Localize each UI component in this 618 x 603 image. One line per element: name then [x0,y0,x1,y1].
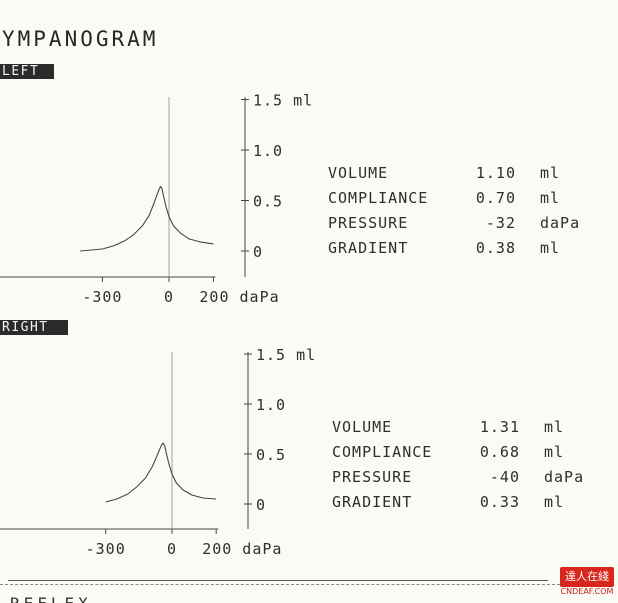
right-measure-row: COMPLIANCE 0.68 ml [332,440,584,465]
left-y-tick-label: 0 [253,243,263,261]
right-measure-unit: ml [544,493,565,511]
right-x-tick-label: 200 daPa [202,540,282,558]
right-measure-unit: daPa [544,468,585,486]
page-title: YMPANOGRAM [2,27,159,51]
left-measure-label: COMPLIANCE [328,189,429,207]
right-measure-row: PRESSURE -40 daPa [332,465,584,490]
right-measure-unit: ml [544,443,565,461]
right-ear-tag: RIGHT [0,320,68,335]
footer-rule [8,580,548,581]
right-measure-label: PRESSURE [332,468,413,486]
left-measure-label: VOLUME [328,164,389,182]
left-x-tick-label: -300 [82,288,122,306]
left-measure-unit: ml [540,239,561,257]
left-y-tick-label: 0.5 [253,193,283,211]
left-measure-label: GRADIENT [328,239,409,257]
right-y-tick-label: 0 [256,496,266,514]
right-measure-value: 1.31 [479,418,520,436]
right-measure-value: -40 [489,468,520,486]
left-measure-row: VOLUME 1.10 ml [328,161,580,186]
right-measure-value: 0.33 [479,493,520,511]
next-section-heading: REFLEX [10,594,92,603]
right-tympanogram-trace [105,442,217,503]
right-measure-value: 0.68 [479,443,520,461]
right-measures-panel: VOLUME 1.31 ml COMPLIANCE 0.68 ml PRESSURE -40 d… [332,415,584,515]
left-ear-tag: LEFT [0,64,54,79]
right-y-tick-label: 0.5 [256,446,286,464]
left-y-tick-label: 1.5 ml [253,92,313,110]
left-measure-value: 1.10 [475,164,516,182]
left-measure-unit: daPa [540,214,581,232]
right-measure-label: GRADIENT [332,493,413,511]
right-y-tick-label: 1.0 [256,396,286,414]
left-x-tick-label: 0 [164,288,174,306]
right-measure-unit: ml [544,418,565,436]
left-x-tick-label: 200 daPa [199,288,279,306]
left-measure-row: PRESSURE -32 daPa [328,211,580,236]
right-measure-row: GRADIENT 0.33 ml [332,490,584,515]
right-measure-label: VOLUME [332,418,393,436]
watermark-site: CNDEAF.COM [560,587,614,596]
left-tympanogram-chart: -300 0 200 daPa 0 0.5 1.0 1.5 ml [0,92,313,306]
left-measure-label: PRESSURE [328,214,409,232]
left-measure-unit: ml [540,164,561,182]
right-x-tick-label: -300 [86,540,126,558]
left-measure-row: COMPLIANCE 0.70 ml [328,186,580,211]
left-measure-value: 0.38 [475,239,516,257]
left-y-tick-label: 1.0 [253,142,283,160]
site-watermark-logo: 達人在綫 CNDEAF.COM [560,567,614,599]
left-measure-unit: ml [540,189,561,207]
left-measure-value: 0.70 [475,189,516,207]
left-measure-value: -32 [485,214,516,232]
right-x-tick-label: 0 [167,540,177,558]
right-tympanogram-chart: -300 0 200 daPa 0 0.5 1.0 1.5 ml [0,346,316,558]
left-measures-panel: VOLUME 1.10 ml COMPLIANCE 0.70 ml PRESSURE -32 d… [328,161,580,261]
footer-rule-dashed [0,584,560,585]
left-tympanogram-trace [80,185,214,252]
right-measure-label: COMPLIANCE [332,443,433,461]
right-measure-row: VOLUME 1.31 ml [332,415,584,440]
watermark-seal: 達人在綫 [560,567,614,587]
left-measure-row: GRADIENT 0.38 ml [328,236,580,261]
right-y-tick-label: 1.5 ml [256,346,316,364]
